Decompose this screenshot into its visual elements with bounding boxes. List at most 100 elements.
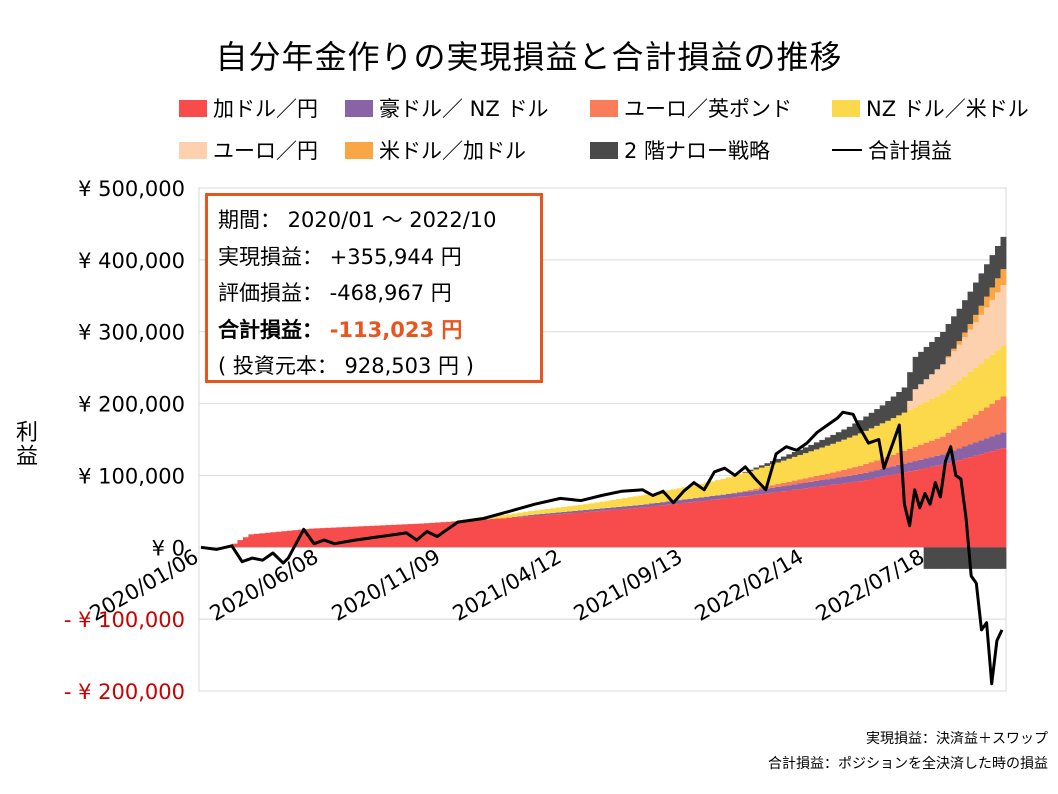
stacked-bar-segment xyxy=(896,464,903,474)
stacked-bar-segment xyxy=(907,372,914,401)
stacked-bar-segment xyxy=(577,512,584,548)
stacked-bar-segment xyxy=(522,515,529,517)
stacked-bar-segment xyxy=(325,527,332,548)
stacked-bar-segment xyxy=(863,430,870,464)
stacked-bar-segment xyxy=(835,477,842,485)
stacked-bar-segment xyxy=(934,455,941,466)
stacked-bar-segment xyxy=(715,495,721,500)
stacked-bar-segment xyxy=(962,547,968,569)
stacked-bar-segment xyxy=(610,499,617,508)
stacked-bar-segment xyxy=(896,392,903,416)
stacked-bar-segment xyxy=(989,287,996,300)
stacked-bar-segment xyxy=(1000,346,1007,397)
stacked-bar-segment xyxy=(709,496,716,500)
stacked-bar-segment xyxy=(989,354,996,404)
stacked-bar-segment xyxy=(561,513,568,548)
stacked-bar-segment xyxy=(846,482,853,548)
stacked-bar-segment xyxy=(758,467,765,488)
stacked-bar-segment xyxy=(841,469,848,477)
stacked-bar-segment xyxy=(424,523,430,548)
legend-item-usd-cad: 米ドル／加ドル xyxy=(345,135,526,165)
stacked-bar-segment xyxy=(967,444,974,458)
stacked-bar-segment xyxy=(995,292,1001,351)
stacked-bar-segment xyxy=(544,508,551,514)
stacked-bar-segment xyxy=(786,458,793,482)
stacked-bar-segment xyxy=(747,495,754,548)
stacked-bar-segment xyxy=(797,489,804,548)
stacked-bar-segment xyxy=(780,482,787,487)
stacked-bar-segment xyxy=(522,511,529,516)
stacked-bar-segment xyxy=(835,484,842,548)
stacked-bar-segment xyxy=(594,508,601,512)
stacked-bar-segment xyxy=(863,416,870,431)
stacked-bar-segment xyxy=(846,475,853,483)
stacked-bar-segment xyxy=(885,475,892,548)
stacked-bar-segment xyxy=(819,486,826,548)
stacked-bar-segment xyxy=(242,537,249,548)
stacked-bar-segment xyxy=(868,471,875,479)
stacked-bar-segment xyxy=(995,350,1001,401)
stacked-bar-segment xyxy=(709,481,716,497)
stacked-bar-segment xyxy=(500,518,507,548)
stacked-bar-segment xyxy=(819,439,826,448)
stacked-bar-segment xyxy=(764,488,771,494)
stacked-bar-segment xyxy=(402,524,409,548)
stacked-bar-segment xyxy=(945,452,952,464)
stacked-bar-segment xyxy=(643,504,650,508)
stacked-bar-segment xyxy=(841,476,848,484)
stacked-bar-segment xyxy=(275,531,282,548)
stacked-bar-segment xyxy=(824,437,831,446)
stacked-bar-segment xyxy=(973,414,979,443)
stacked-bar-segment xyxy=(511,516,518,518)
stacked-bar-segment xyxy=(813,480,820,487)
stacked-bar-segment xyxy=(934,465,941,548)
legend-label: 合計損益 xyxy=(868,139,952,163)
stacked-bar-segment xyxy=(440,522,447,548)
stacked-bar-segment xyxy=(978,547,985,569)
stacked-bar-segment xyxy=(533,510,540,515)
stacked-bar-segment xyxy=(457,521,463,548)
y-axis-label: 利益 xyxy=(12,420,37,468)
stacked-bar-segment xyxy=(868,478,875,548)
stacked-bar-segment xyxy=(489,516,496,519)
legend-label: ユーロ／円 xyxy=(213,139,318,163)
stacked-bar-segment xyxy=(967,457,974,548)
stacked-bar-segment xyxy=(687,498,694,503)
stacked-bar-segment xyxy=(973,442,979,456)
legend-label: 米ドル／加ドル xyxy=(379,139,526,163)
stacked-bar-segment xyxy=(737,474,743,492)
stacked-bar-segment xyxy=(978,273,985,306)
stacked-bar-segment xyxy=(599,510,606,548)
stacked-bar-segment xyxy=(539,509,546,514)
x-tick-label: 2020/06/08 xyxy=(206,545,323,626)
stacked-bar-segment xyxy=(989,451,996,548)
stacked-bar-segment xyxy=(951,461,957,548)
stacked-bar-segment xyxy=(995,400,1001,435)
stacked-bar-segment xyxy=(951,348,957,352)
stacked-bar-segment xyxy=(473,519,480,548)
stacked-bar-segment xyxy=(945,432,952,453)
y-tick-label: ¥ 200,000 xyxy=(78,393,185,417)
stacked-bar-segment xyxy=(753,488,760,491)
stacked-bar-segment xyxy=(890,466,897,475)
stacked-bar-segment xyxy=(945,389,952,433)
stacked-bar-segment xyxy=(358,526,365,548)
stacked-bar-segment xyxy=(577,504,584,511)
stacked-bar-segment xyxy=(747,471,754,490)
stacked-bar-segment xyxy=(649,503,656,507)
stacked-bar-segment xyxy=(286,530,293,548)
stacked-bar-segment xyxy=(742,471,749,473)
stacked-bar-segment xyxy=(989,299,996,355)
stacked-bar-segment xyxy=(555,507,562,513)
stacked-bar-segment xyxy=(687,486,694,499)
stacked-bar-segment xyxy=(940,364,947,394)
x-tick-label: 2022/07/18 xyxy=(812,545,929,626)
stacked-bar-segment xyxy=(802,488,809,548)
stacked-bar-segment xyxy=(539,513,546,516)
stacked-bar-segment xyxy=(890,474,897,548)
stacked-bar-segment xyxy=(813,476,820,481)
y-tick-label: ¥ 400,000 xyxy=(78,249,185,273)
stacked-bar-segment xyxy=(852,474,859,482)
stacked-bar-segment xyxy=(506,514,513,518)
stacked-bar-segment xyxy=(632,496,639,506)
